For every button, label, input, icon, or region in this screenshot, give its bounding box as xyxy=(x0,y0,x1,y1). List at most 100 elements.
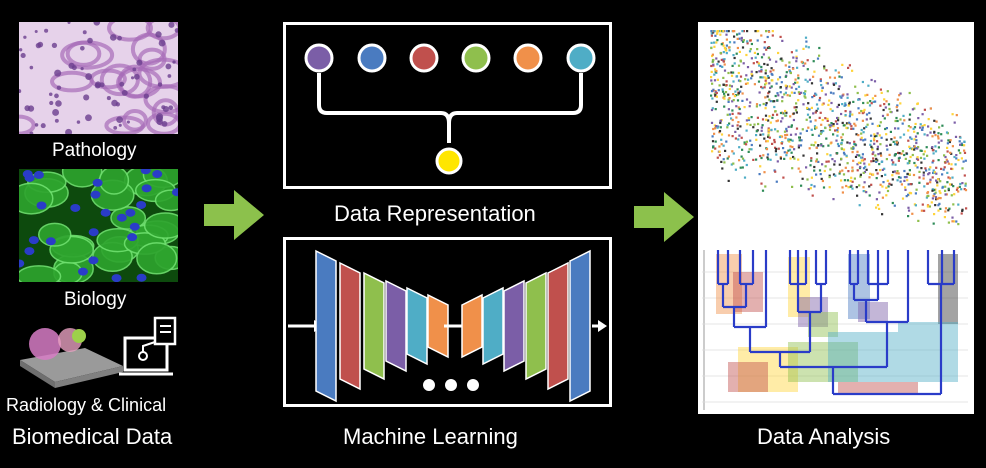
scatter-point xyxy=(759,165,762,168)
scatter-point xyxy=(725,84,728,87)
scatter-point xyxy=(945,158,948,161)
scatter-point xyxy=(814,111,817,114)
scatter-point xyxy=(913,148,916,151)
scatter-point xyxy=(856,153,859,157)
scatter-point xyxy=(844,103,847,107)
scatter-point xyxy=(727,93,730,96)
scatter-point xyxy=(822,186,826,189)
scatter-point xyxy=(721,90,725,93)
scatter-point xyxy=(738,32,741,35)
scatter-point xyxy=(872,151,875,154)
scatter-point xyxy=(873,133,876,136)
scatter-point xyxy=(908,113,912,116)
scatter-point xyxy=(894,163,897,166)
scatter-point xyxy=(761,76,764,79)
scatter-point xyxy=(960,212,963,215)
scatter-point xyxy=(781,39,784,42)
scatter-point xyxy=(879,88,882,91)
scatter-point xyxy=(869,172,872,175)
scatter-point xyxy=(909,192,913,195)
scatter-point xyxy=(865,118,868,121)
scatter-point xyxy=(714,94,717,97)
scatter-point xyxy=(896,119,899,123)
scatter-point xyxy=(906,172,909,175)
scatter-point xyxy=(732,152,735,155)
scatter-point xyxy=(840,179,843,182)
scatter-point xyxy=(933,193,936,196)
scatter-point xyxy=(878,207,881,210)
scatter-point xyxy=(807,102,810,105)
scatter-point xyxy=(760,129,763,132)
scatter-point xyxy=(904,188,907,191)
scatter-point xyxy=(955,188,959,191)
scatter-point xyxy=(795,60,798,63)
scatter-point xyxy=(740,85,743,88)
scatter-point xyxy=(824,117,827,120)
scatter-point xyxy=(800,60,803,63)
scatter-point xyxy=(774,150,777,153)
scatter-point xyxy=(763,76,766,79)
scatter-point xyxy=(735,105,738,108)
scatter-point xyxy=(896,98,899,101)
scatter-point xyxy=(773,141,776,144)
scatter-point xyxy=(853,140,856,143)
scatter-point xyxy=(875,206,878,209)
scatter-point xyxy=(790,51,793,54)
scatter-point xyxy=(820,177,823,180)
scatter-point xyxy=(710,46,713,50)
scatter-point xyxy=(788,69,791,73)
scatter-point xyxy=(913,145,916,148)
scatter-point xyxy=(856,150,859,153)
scatter-point xyxy=(781,117,784,120)
scatter-point xyxy=(933,188,936,192)
scatter-point xyxy=(816,107,820,110)
scatter-point xyxy=(895,116,898,120)
scatter-point xyxy=(711,97,714,100)
scatter-point xyxy=(862,186,865,189)
scatter-point xyxy=(932,169,935,172)
scatter-point xyxy=(838,172,841,175)
scatter-point xyxy=(761,87,764,90)
scatter-point xyxy=(947,139,950,142)
scatter-point xyxy=(850,125,853,128)
scatter-point xyxy=(896,143,899,146)
scatter-point xyxy=(926,191,929,195)
scatter-point xyxy=(718,84,721,87)
scatter-point xyxy=(955,220,958,223)
scatter-point xyxy=(710,70,713,73)
scatter-point xyxy=(830,101,833,105)
scatter-point xyxy=(905,152,908,155)
scatter-point xyxy=(802,103,805,106)
scatter-point xyxy=(919,126,922,129)
scatter-point xyxy=(735,52,738,55)
scatter-point xyxy=(769,86,772,89)
scatter-point xyxy=(805,45,808,48)
scatter-point xyxy=(795,57,798,60)
scatter-point xyxy=(929,178,932,181)
scatter-point xyxy=(837,119,840,122)
scatter-point xyxy=(781,111,784,114)
scatter-point xyxy=(932,159,935,162)
scatter-point xyxy=(804,78,807,81)
scatter-point xyxy=(840,143,843,146)
scatter-point xyxy=(810,128,813,131)
scatter-point xyxy=(807,188,810,191)
scatter-point xyxy=(817,160,820,163)
scatter-point xyxy=(811,96,814,99)
scatter-point xyxy=(765,30,768,33)
scatter-point xyxy=(905,176,908,179)
scatter-point xyxy=(880,175,883,178)
scatter-point xyxy=(911,108,914,111)
scatter-point xyxy=(732,162,735,165)
scatter-point xyxy=(860,128,863,132)
scatter-point xyxy=(785,71,788,74)
scatter-point xyxy=(836,134,839,137)
scatter-point xyxy=(714,68,717,71)
scatter-point xyxy=(725,52,728,55)
scatter-point xyxy=(749,101,752,104)
scatter-point xyxy=(776,113,779,116)
scatter-point xyxy=(797,77,800,80)
scatter-point xyxy=(717,89,720,92)
scatter-point xyxy=(809,120,812,123)
scatter-point xyxy=(715,100,718,103)
